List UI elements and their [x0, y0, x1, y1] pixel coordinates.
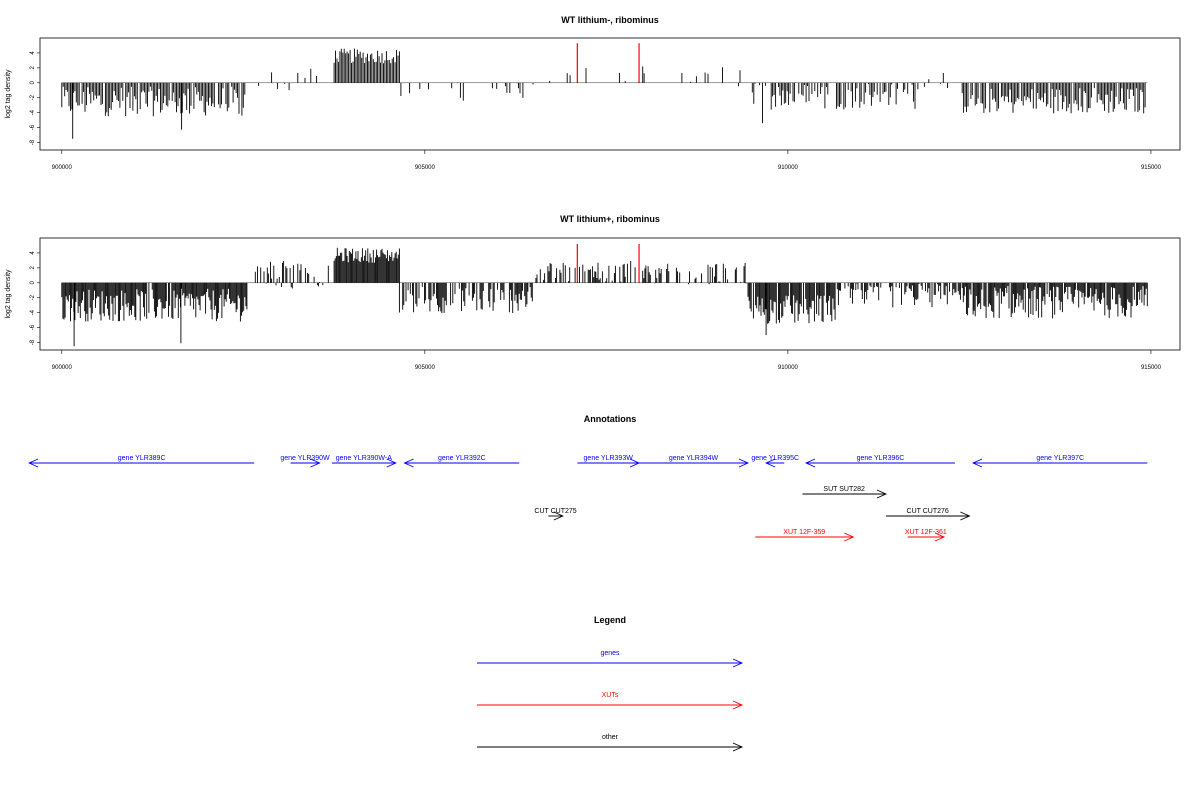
arrowhead-icon	[765, 458, 776, 468]
feature-gene-ylr395c: gene YLR395C	[751, 455, 799, 468]
feature-label: gene YLR394W	[669, 455, 719, 462]
arrowhead-icon	[310, 458, 321, 468]
feature-label: CUT CUT275	[534, 508, 576, 515]
feature-gene-ylr393w: gene YLR393W	[577, 455, 641, 468]
feature-label: gene YLR389C	[118, 455, 166, 462]
arrowhead-icon	[934, 532, 946, 542]
feature-cut-cut276: CUT CUT276	[885, 508, 971, 521]
y-tick-label: -6	[30, 324, 36, 330]
y-tick-label: 0	[30, 280, 36, 284]
annotations-title: Annotations	[584, 414, 637, 424]
y-axis-label: log2 tag density	[5, 269, 12, 319]
x-tick-label: 900000	[52, 365, 73, 371]
y-tick-label: -4	[30, 109, 36, 115]
arrowhead-icon	[876, 489, 888, 499]
annotations-track: Annotations gene YLR389C gene YLR390W gene…	[28, 414, 1148, 542]
y-tick-label: -2	[30, 294, 36, 300]
x-tick-label: 910000	[778, 165, 799, 171]
feature-gene-ylr396c: gene YLR396C	[804, 455, 955, 468]
feature-xut-12f-361: XUT 12F-361	[905, 529, 947, 542]
feature-label: gene YLR392C	[438, 455, 486, 462]
track-panel-lithium-plus: WT lithium+, ribominus log2 tag density …	[5, 214, 1181, 371]
arrowhead-icon	[732, 742, 744, 752]
track-panel-lithium-minus: WT lithium-, ribominus log2 tag density …	[5, 15, 1181, 171]
legend-title: Legend	[594, 615, 626, 625]
plot-frame	[39, 237, 1181, 351]
arrowhead-icon	[804, 458, 816, 468]
feature-gene-ylr390w-a: gene YLR390W-A	[331, 455, 397, 468]
feature-label: gene YLR390W	[280, 455, 330, 462]
feature-label: gene YLR393W	[584, 455, 634, 462]
y-tick-label: 0	[30, 80, 36, 84]
feature-gene-ylr389c: gene YLR389C	[28, 455, 255, 468]
feature-label: gene YLR395C	[751, 455, 799, 462]
feature-label: gene YLR396C	[857, 455, 905, 462]
x-tick-label: 905000	[415, 365, 436, 371]
legend-entry-xuts: XUTs	[477, 692, 744, 710]
feature-label: SUT SUT282	[823, 486, 865, 493]
feature-label: CUT CUT276	[907, 508, 949, 515]
arrowhead-icon	[732, 658, 744, 668]
arrowhead-icon	[386, 458, 397, 468]
legend-entry-other: other	[477, 734, 744, 752]
y-tick-label: 4	[30, 251, 36, 255]
density-bars	[61, 48, 1146, 139]
legend-label: other	[602, 734, 619, 741]
feature-gene-ylr390w: gene YLR390W	[280, 455, 330, 468]
y-tick-label: -8	[30, 139, 36, 145]
arrowhead-icon	[971, 458, 983, 468]
arrowhead-icon	[732, 700, 744, 710]
feature-label: gene YLR397C	[1036, 455, 1084, 462]
arrowhead-icon	[28, 458, 39, 468]
y-tick-label: -6	[30, 124, 36, 130]
legend-label: XUTs	[602, 692, 619, 699]
y-tick-label: 2	[30, 66, 36, 70]
feature-gene-ylr392c: gene YLR392C	[403, 455, 520, 468]
arrowhead-icon	[553, 511, 564, 521]
y-tick-label: -8	[30, 339, 36, 345]
legend-entry-genes: genes	[477, 650, 744, 668]
feature-label: XUT 12F-361	[905, 529, 947, 536]
feature-label: XUT 12F-359	[783, 529, 825, 536]
density-bars	[61, 247, 1148, 347]
arrowhead-icon	[960, 511, 971, 521]
y-tick-label: 2	[30, 266, 36, 270]
feature-xut-12f-359: XUT 12F-359	[755, 529, 855, 542]
y-tick-label: -4	[30, 309, 36, 315]
arrowhead-icon	[403, 458, 414, 468]
y-tick-label: 4	[30, 51, 36, 55]
y-axis-label: log2 tag density	[5, 69, 12, 119]
feature-label: gene YLR390W-A	[336, 455, 392, 462]
plot-frame	[39, 37, 1181, 151]
x-tick-label: 910000	[778, 365, 799, 371]
x-tick-label: 915000	[1141, 365, 1162, 371]
feature-gene-ylr394w: gene YLR394W	[639, 455, 750, 468]
x-tick-label: 900000	[52, 165, 73, 171]
feature-cut-cut275: CUT CUT275	[534, 508, 577, 521]
arrowhead-icon	[844, 532, 855, 542]
legend: Legend genes XUTs other	[477, 615, 744, 752]
x-tick-label: 915000	[1141, 165, 1162, 171]
x-tick-label: 905000	[415, 165, 436, 171]
arrowhead-icon	[738, 458, 750, 468]
panel-title: WT lithium+, ribominus	[560, 214, 660, 224]
panel-title: WT lithium-, ribominus	[561, 15, 659, 25]
legend-label: genes	[600, 650, 620, 657]
feature-sut-sut282: SUT SUT282	[802, 486, 888, 499]
feature-gene-ylr397c: gene YLR397C	[971, 455, 1148, 468]
y-tick-label: -2	[30, 94, 36, 100]
